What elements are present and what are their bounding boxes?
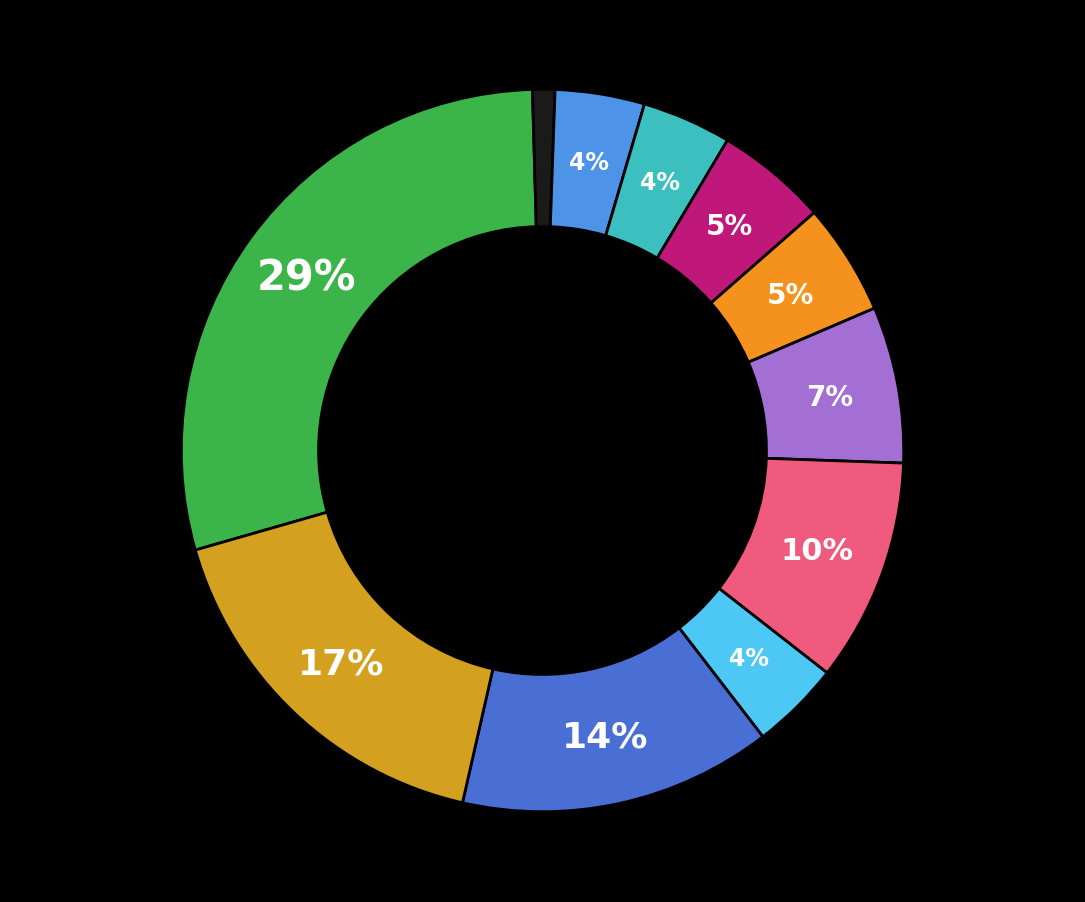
Text: 7%: 7% <box>806 383 854 411</box>
Wedge shape <box>195 512 493 803</box>
Text: 29%: 29% <box>257 257 356 299</box>
Wedge shape <box>749 308 904 464</box>
Text: 5%: 5% <box>766 281 814 309</box>
Text: 4%: 4% <box>570 151 610 174</box>
Text: 4%: 4% <box>729 647 768 670</box>
Wedge shape <box>462 628 763 812</box>
Wedge shape <box>533 90 556 227</box>
Text: 10%: 10% <box>781 537 854 566</box>
Text: 17%: 17% <box>298 647 385 680</box>
Wedge shape <box>679 589 827 737</box>
Wedge shape <box>550 90 644 236</box>
Wedge shape <box>711 214 875 363</box>
Text: 4%: 4% <box>640 171 679 195</box>
Wedge shape <box>719 459 904 673</box>
Wedge shape <box>658 141 814 304</box>
Text: 14%: 14% <box>562 720 649 753</box>
Wedge shape <box>605 105 727 259</box>
Text: 5%: 5% <box>706 213 753 241</box>
Wedge shape <box>181 90 536 550</box>
